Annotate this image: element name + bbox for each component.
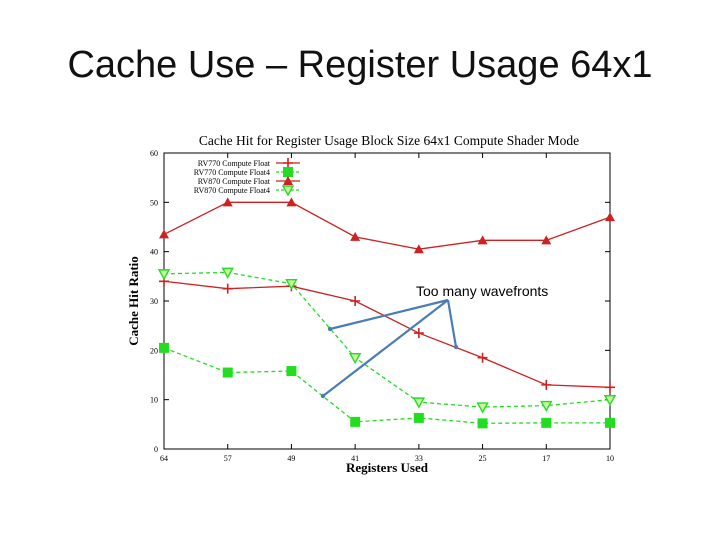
- annotation-arrow-tip: [327, 326, 333, 332]
- series-line: [163, 347, 610, 424]
- y-tick-label: 10: [150, 396, 158, 405]
- x-tick-label: 10: [606, 454, 614, 463]
- annotation-layer: Too many wavefronts: [320, 283, 548, 399]
- data-point: [286, 197, 297, 207]
- data-point: [157, 269, 171, 281]
- legend-marker: [283, 167, 293, 177]
- y-tick-label: 40: [150, 248, 158, 257]
- data-point: [605, 382, 615, 393]
- slide-title: Cache Use – Register Usage 64x1: [67, 44, 653, 86]
- data-point: [412, 397, 426, 409]
- legend-label: RV870 Compute Float4: [194, 186, 270, 195]
- data-point: [221, 267, 234, 279]
- y-tick-label: 20: [150, 346, 158, 355]
- x-tick-label: 41: [351, 454, 359, 463]
- x-tick-label: 64: [160, 454, 168, 463]
- annotation-arrow-tip: [453, 344, 459, 350]
- series-line: [163, 271, 611, 408]
- data-point: [159, 342, 169, 353]
- data-point: [541, 417, 552, 428]
- data-point: [413, 328, 424, 339]
- data-point: [222, 283, 233, 294]
- data-point: [605, 417, 615, 428]
- x-tick-label: 57: [224, 454, 232, 463]
- data-point: [350, 231, 361, 241]
- data-point: [222, 197, 233, 207]
- data-point: [350, 416, 361, 427]
- y-tick-label: 50: [150, 198, 158, 207]
- legend-marker: [283, 158, 293, 168]
- y-tick-label: 0: [154, 445, 158, 454]
- y-tick-label: 30: [150, 297, 158, 306]
- series-line: [163, 280, 611, 388]
- legend-marker: [283, 176, 293, 185]
- series-rv770-compute-float4: [159, 342, 615, 429]
- chart-title: Cache Hit for Register Usage Block Size …: [199, 133, 579, 148]
- series-rv870-compute-float4: [157, 267, 617, 414]
- data-point: [477, 418, 488, 429]
- y-tick-label: 60: [150, 149, 158, 158]
- series-line: [163, 201, 611, 250]
- x-axis-label: Registers Used: [346, 460, 429, 475]
- x-axis: 64 57 49 41 33 25 17 10: [160, 153, 614, 463]
- legend-label: RV770 Compute Float4: [194, 168, 270, 177]
- legend-label: RV870 Compute Float: [198, 177, 271, 186]
- data-point: [159, 229, 169, 239]
- data-point: [477, 352, 488, 363]
- annotation-arrow: [446, 299, 458, 348]
- data-point: [603, 394, 617, 407]
- data-point: [476, 402, 489, 414]
- data-point: [222, 367, 233, 378]
- data-point: [286, 366, 297, 377]
- annotation-text: Too many wavefronts: [416, 283, 548, 299]
- y-axis: 0 10 20 30 40 50 60: [150, 149, 610, 454]
- series-rv870-compute-float: [159, 197, 615, 254]
- data-point: [413, 412, 424, 423]
- annotation-arrow: [329, 298, 449, 331]
- annotation-arrow-tip: [320, 393, 326, 399]
- data-point: [605, 212, 615, 222]
- data-point: [541, 379, 552, 390]
- y-axis-label: Cache Hit Ratio: [126, 256, 141, 346]
- data-point: [285, 279, 298, 291]
- data-point: [540, 400, 553, 413]
- data-point: [348, 353, 362, 365]
- x-tick-label: 33: [415, 454, 423, 463]
- legend-marker: [281, 185, 295, 197]
- x-tick-label: 49: [287, 454, 295, 463]
- data-point: [350, 296, 361, 306]
- annotation-arrow: [322, 299, 449, 397]
- x-tick-label: 17: [542, 454, 550, 463]
- data-point: [541, 235, 552, 245]
- legend-label: RV770 Compute Float: [198, 159, 271, 168]
- data-point: [413, 244, 424, 254]
- data-point: [477, 235, 488, 245]
- x-tick-label: 25: [479, 454, 487, 463]
- series-layer: [157, 197, 617, 429]
